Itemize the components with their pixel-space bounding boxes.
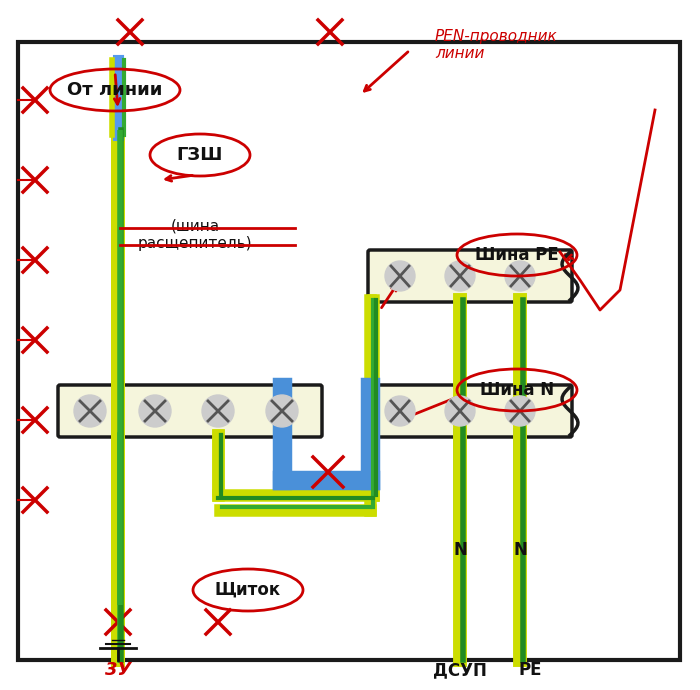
FancyBboxPatch shape [58, 385, 322, 437]
Text: N: N [453, 541, 467, 559]
Text: (шина
расщепитель): (шина расщепитель) [138, 219, 252, 251]
Text: PE: PE [518, 661, 542, 679]
Circle shape [445, 396, 475, 426]
Text: Щиток: Щиток [215, 581, 281, 599]
Circle shape [139, 395, 171, 427]
Circle shape [385, 261, 415, 291]
Text: 3У: 3У [105, 661, 131, 679]
Circle shape [385, 396, 415, 426]
Text: PEN-проводник
линии: PEN-проводник линии [435, 29, 558, 61]
Circle shape [202, 395, 234, 427]
Text: ДСУП: ДСУП [433, 661, 487, 679]
Circle shape [505, 261, 535, 291]
Circle shape [445, 261, 475, 291]
Circle shape [74, 395, 106, 427]
Text: Шина N: Шина N [480, 381, 554, 399]
Text: ГЗШ: ГЗШ [177, 146, 223, 164]
Circle shape [266, 395, 298, 427]
Circle shape [505, 396, 535, 426]
Text: Шина PE: Шина PE [475, 246, 559, 264]
Text: От линии: От линии [67, 81, 162, 99]
FancyBboxPatch shape [368, 250, 572, 302]
Text: N: N [513, 541, 527, 559]
FancyBboxPatch shape [368, 385, 572, 437]
FancyBboxPatch shape [18, 42, 680, 660]
